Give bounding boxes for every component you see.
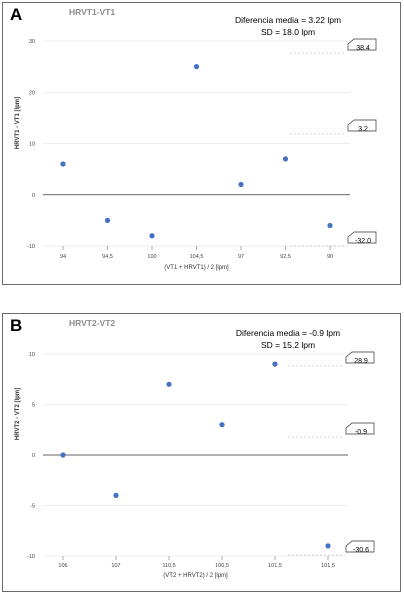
x-tick-label: 94,5 — [102, 254, 113, 260]
scatter-plot-b: -10 -5 0 5 10 106 107 110,5 106,5 101,5 101,5 (VT2 … — [15, 351, 375, 579]
x-tick-label: 92,5 — [280, 254, 291, 260]
y-axis-label: HRVT1 - VT1 [lpm] — [15, 97, 21, 149]
x-tick-label: 101,5 — [321, 563, 335, 569]
x-tick-label: 104,5 — [190, 254, 204, 260]
reference-label: 38.4 — [356, 45, 370, 52]
callout-box — [347, 231, 377, 244]
chart-panel-b: B HRVT2-VT2 Diferencia media = -0.9 lpm … — [2, 313, 401, 592]
callout-box — [345, 540, 375, 553]
y-tick-label: -10 — [27, 244, 35, 250]
reference-label: -0.9 — [355, 429, 367, 436]
mean-difference-text: Diferencia media = -0.9 lpm — [235, 328, 341, 338]
data-point — [193, 64, 200, 70]
callout-box — [347, 38, 377, 51]
data-point — [282, 156, 289, 162]
data-point — [60, 161, 66, 167]
y-tick-label: 10 — [29, 142, 35, 148]
reference-label: 3.2 — [358, 126, 368, 133]
x-tick-label: 106,5 — [215, 563, 229, 569]
x-tick-label: 107 — [111, 563, 120, 569]
y-tick-label: 0 — [32, 193, 35, 199]
x-tick-label: 97 — [238, 254, 244, 260]
callout-box — [345, 422, 375, 435]
chart-title: HRVT2-VT2 — [69, 318, 116, 328]
x-tick-label: 94 — [60, 254, 66, 260]
x-tick-label: 90 — [327, 254, 333, 260]
x-tick-label: 100 — [147, 254, 156, 260]
data-point — [238, 181, 244, 188]
data-point — [60, 452, 66, 458]
y-axis-label: HRVT2 - VT2 [lpm] — [15, 388, 21, 440]
reference-label: -32.0 — [355, 238, 371, 245]
mean-difference-text: Diferencia media = 3.22 lpm — [234, 15, 342, 25]
panel-letter: B — [10, 316, 23, 335]
x-axis-label: (VT1 + HRVT1) / 2 [lpm] — [164, 265, 229, 271]
scatter-plot-a: -10 0 10 20 30 94 94,5 100 104,5 97 92,5 90 (VT1 + H… — [15, 38, 377, 271]
x-tick-label: 101,5 — [268, 563, 282, 569]
y-tick-label: 5 — [32, 403, 35, 409]
y-tick-label: 0 — [32, 453, 35, 459]
data-point — [272, 361, 278, 367]
panel-letter: A — [10, 5, 23, 24]
data-point — [149, 233, 155, 239]
data-point — [219, 422, 225, 428]
chart-panel-a: A HRVT1-VT1 Diferencia media = 3.22 lpm … — [2, 2, 401, 285]
x-tick-label: 106 — [58, 563, 67, 569]
y-tick-label: 20 — [29, 90, 35, 96]
data-point — [166, 381, 172, 387]
reference-label: -30.6 — [353, 547, 369, 554]
x-axis-label: (VT2 + HRVT2) / 2 [lpm] — [163, 573, 228, 579]
chart-title: HRVT1-VT1 — [69, 7, 116, 17]
callout-box — [345, 351, 375, 364]
data-point — [104, 217, 111, 223]
data-point — [325, 543, 331, 549]
y-tick-label: -5 — [30, 504, 35, 510]
x-tick-label: 110,5 — [162, 563, 175, 569]
callout-box — [347, 119, 377, 132]
sd-text: SD = 15.2 lpm — [260, 340, 316, 350]
reference-label: 28.9 — [354, 358, 368, 365]
y-tick-label: 10 — [29, 352, 35, 358]
y-tick-label: 30 — [29, 39, 35, 45]
data-point — [327, 222, 333, 229]
sd-text: SD = 18.0 lpm — [260, 27, 316, 37]
data-point — [113, 492, 119, 498]
y-tick-label: -10 — [27, 554, 35, 560]
